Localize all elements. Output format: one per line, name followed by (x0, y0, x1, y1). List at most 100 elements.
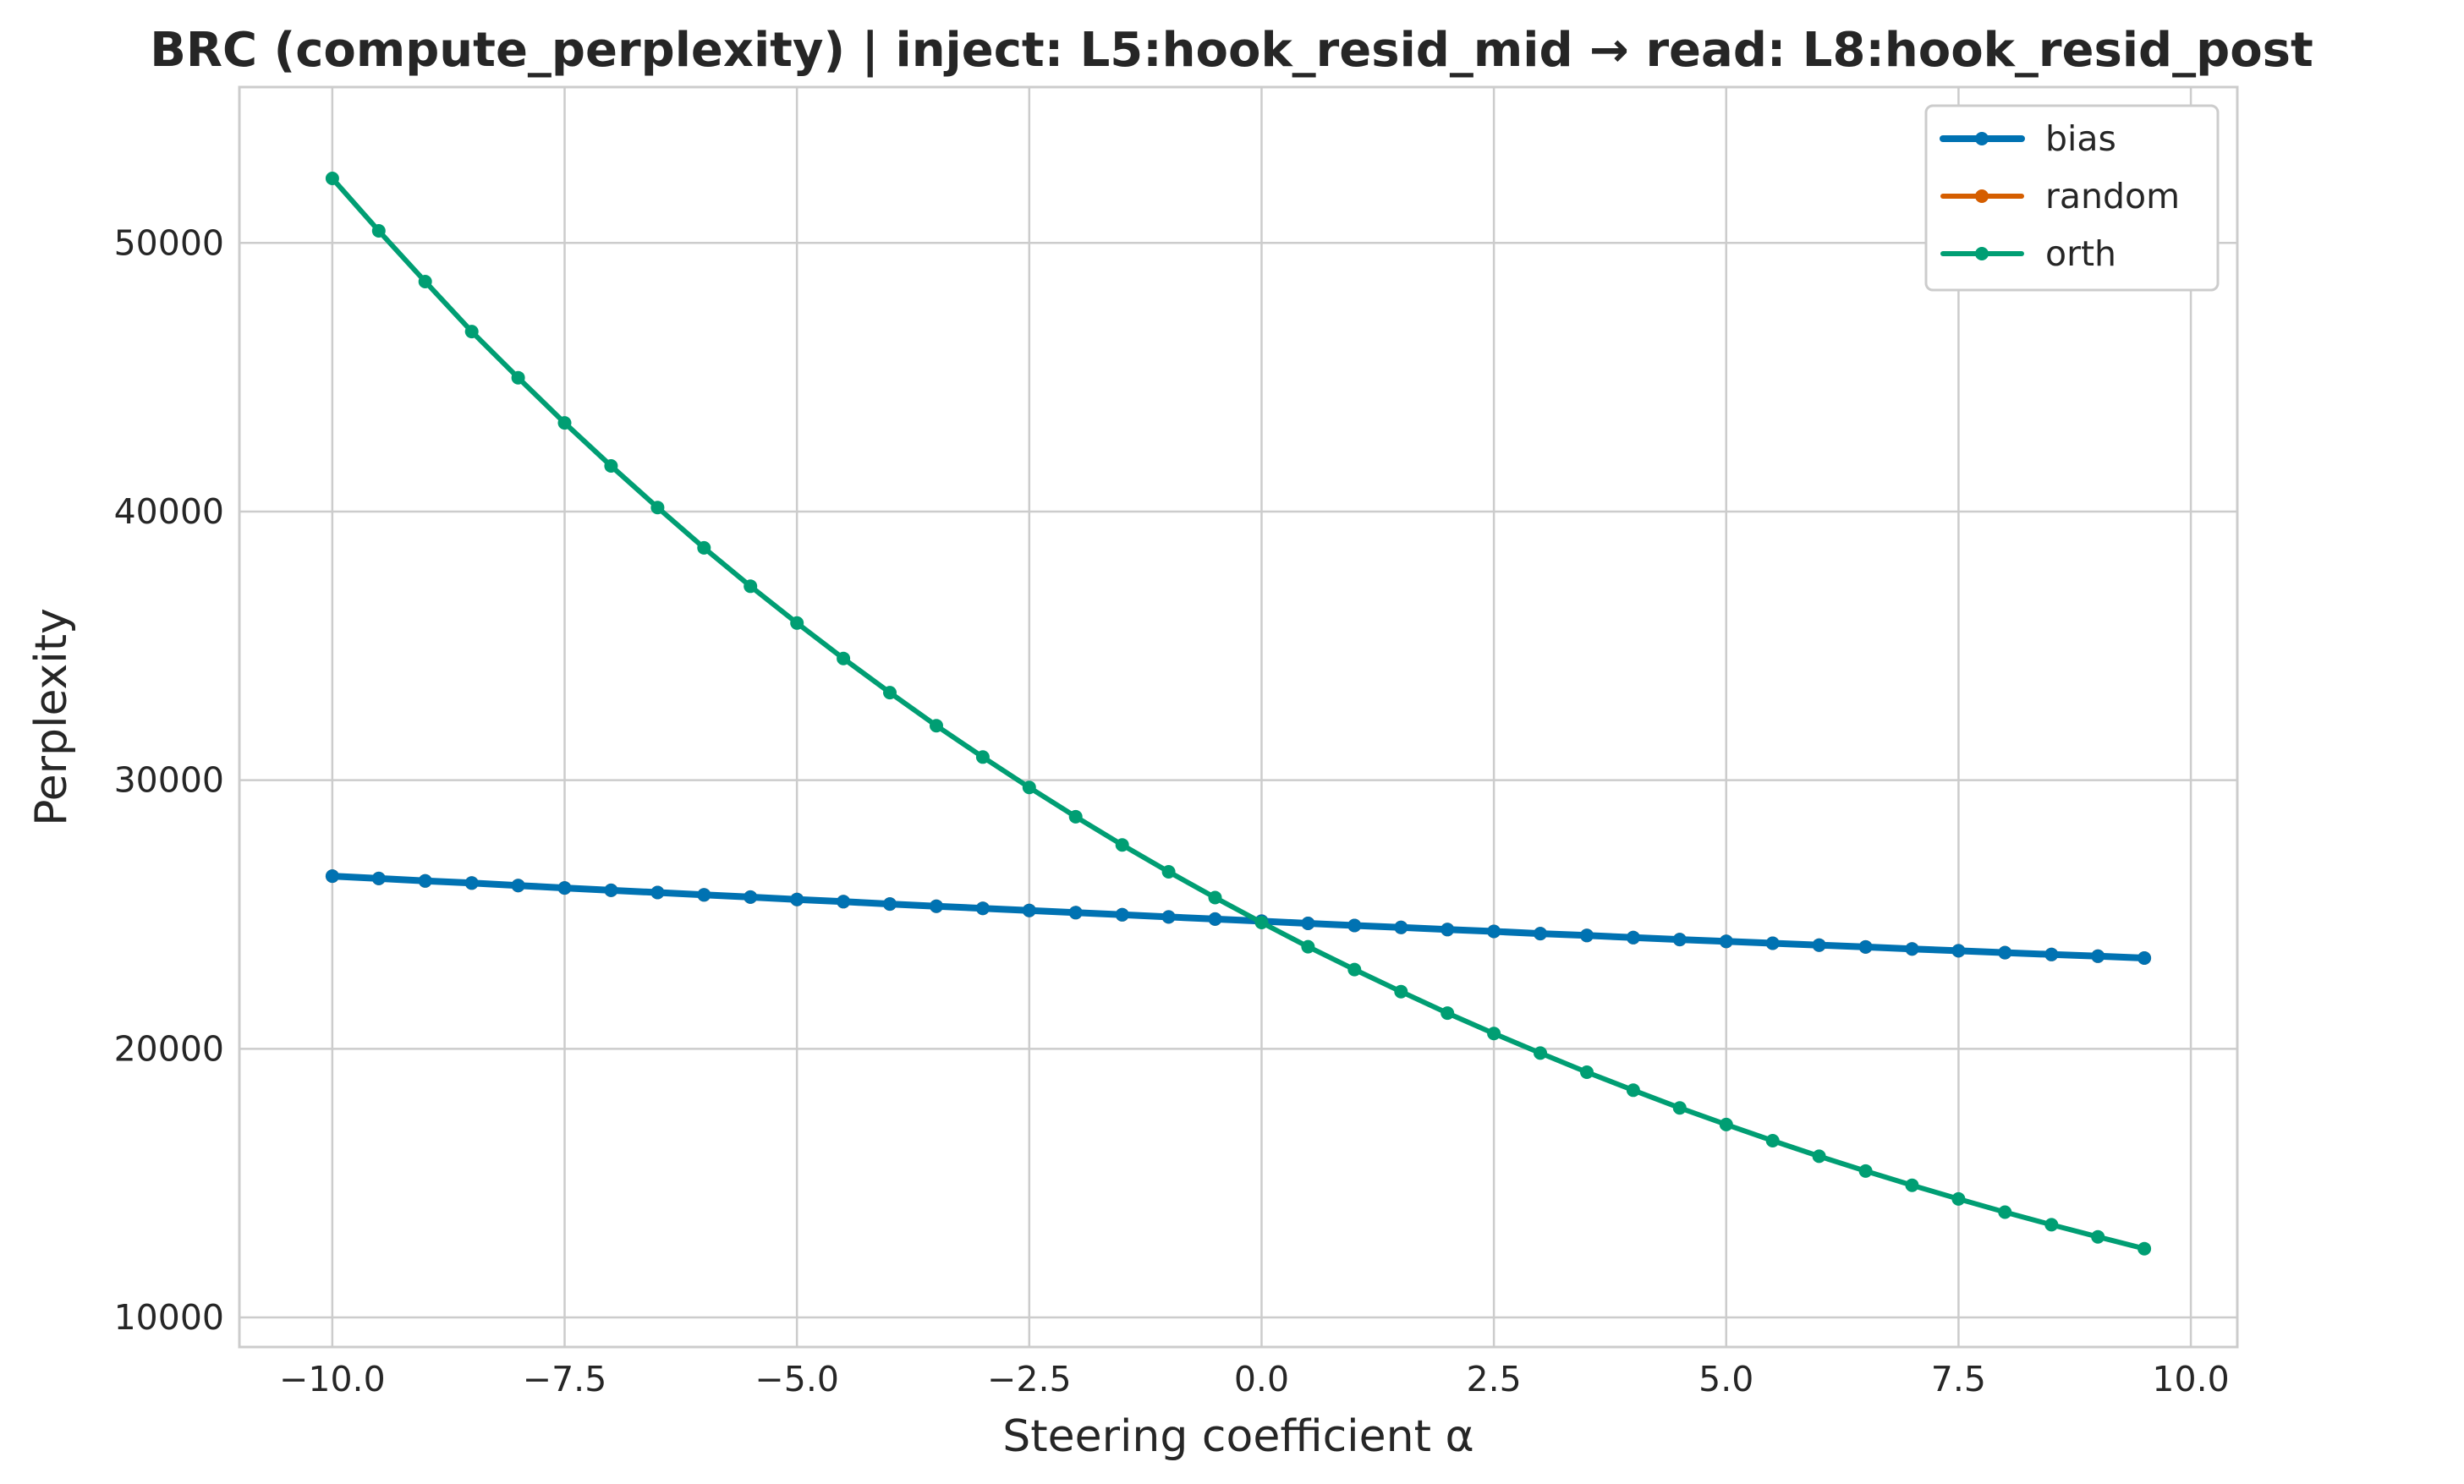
legend-label: orth (2045, 233, 2116, 274)
data-point-orth (1301, 939, 1315, 954)
legend-marker-swatch (1975, 132, 1989, 145)
data-point-orth (1161, 865, 1176, 879)
data-point-bias (837, 895, 851, 909)
x-tick-label: −2.5 (987, 1359, 1072, 1399)
data-point-bias (1580, 928, 1594, 943)
legend-frame (1924, 104, 2220, 292)
data-point-bias (1812, 938, 1826, 952)
x-tick-label: −10.0 (279, 1359, 386, 1399)
legend-label: random (2045, 176, 2180, 216)
data-point-bias (790, 892, 804, 906)
data-point-orth (1719, 1117, 1733, 1131)
data-point-orth (1580, 1065, 1594, 1079)
data-point-orth (2044, 1218, 2059, 1232)
data-point-bias (1394, 920, 1408, 934)
data-point-bias (930, 899, 943, 913)
x-tick-label: −5.0 (755, 1359, 839, 1399)
y-axis-label: Perplexity (26, 608, 77, 826)
x-tick-label: 0.0 (1234, 1359, 1289, 1399)
data-point-orth (930, 719, 943, 733)
data-point-bias (650, 885, 665, 900)
data-point-orth (1347, 962, 1362, 977)
data-point-bias (1487, 924, 1501, 939)
y-tick-label: 30000 (114, 760, 224, 801)
data-point-orth (744, 579, 758, 594)
legend-item-bias: bias (1940, 118, 2116, 159)
data-point-bias (1115, 907, 1129, 922)
series-line-orth (329, 176, 2148, 1251)
data-point-bias (1208, 912, 1222, 926)
data-point-bias (697, 888, 711, 902)
series-line-bias (328, 873, 2148, 961)
plot-area-frame (238, 85, 2239, 1349)
data-point-bias (2044, 947, 2059, 961)
data-point-bias (511, 879, 525, 893)
data-point-bias (325, 869, 339, 884)
data-point-orth (464, 325, 479, 339)
legend-item-orth: orth (1940, 233, 2116, 274)
data-point-bias (975, 901, 990, 916)
data-point-bias (1951, 944, 1966, 958)
x-tick-label: 10.0 (2152, 1359, 2229, 1399)
x-tick-label: 2.5 (1467, 1359, 1522, 1399)
x-tick-label: 7.5 (1931, 1359, 1986, 1399)
data-point-orth (650, 501, 665, 515)
data-point-orth (2091, 1229, 2105, 1244)
data-point-bias (1626, 930, 1640, 945)
data-point-bias (1765, 936, 1780, 950)
x-axis-label: Steering coefficient α (1002, 1411, 1474, 1462)
data-point-orth (1765, 1134, 1780, 1147)
grid-lines (239, 87, 2237, 1347)
data-point-orth (1534, 1046, 1547, 1060)
legend-marker-swatch (1975, 247, 1989, 260)
data-point-bias (1441, 923, 1455, 937)
data-point-bias (1301, 917, 1315, 930)
data-point-orth (1208, 890, 1222, 905)
data-point-orth (837, 651, 851, 665)
data-point-orth (1905, 1178, 1919, 1192)
data-point-orth (604, 459, 618, 473)
data-point-orth (883, 686, 897, 700)
chart-title: BRC (compute_perplexity) | inject: L5:ho… (150, 23, 2313, 78)
data-point-orth (1022, 780, 1036, 795)
legend: bias random orth (1924, 104, 2220, 292)
y-tick-label: 10000 (114, 1297, 224, 1338)
data-point-orth (790, 616, 804, 630)
data-point-bias (464, 876, 479, 890)
data-point-orth (2137, 1241, 2152, 1256)
data-point-orth (1394, 984, 1408, 999)
data-point-orth (511, 370, 525, 385)
data-point-bias (1719, 934, 1733, 949)
data-point-bias (1347, 918, 1362, 933)
data-point-bias (418, 873, 432, 888)
data-point-orth (1254, 916, 1269, 929)
data-point-bias (2137, 951, 2152, 965)
data-point-orth (557, 416, 572, 430)
data-point-orth (418, 275, 432, 288)
data-point-orth (325, 172, 339, 185)
data-point-orth (1998, 1205, 2012, 1219)
data-point-orth (1672, 1101, 1687, 1115)
data-point-orth (1812, 1149, 1826, 1164)
data-point-orth (1115, 838, 1129, 852)
data-point-bias (557, 881, 572, 895)
data-point-bias (1022, 903, 1036, 917)
y-tick-label: 50000 (114, 222, 224, 263)
data-point-bias (1905, 942, 1919, 956)
data-point-bias (604, 883, 618, 897)
data-point-bias (1998, 945, 2012, 960)
data-point-bias (2091, 949, 2105, 963)
series-orth (325, 172, 2152, 1256)
y-tick-label: 20000 (114, 1028, 224, 1069)
legend-label: bias (2045, 118, 2116, 159)
tick-labels: −10.0 −7.5 −5.0 −2.5 0.0 2.5 5.0 7.5 10.0 10000 20… (114, 222, 2230, 1399)
data-point-orth (1487, 1027, 1501, 1041)
data-point-bias (1534, 927, 1547, 941)
data-point-bias (371, 871, 386, 885)
data-point-orth (1441, 1006, 1455, 1021)
x-tick-label: −7.5 (523, 1359, 607, 1399)
data-point-orth (1626, 1083, 1640, 1098)
data-point-bias (1068, 906, 1083, 920)
legend-marker-swatch (1975, 189, 1989, 203)
